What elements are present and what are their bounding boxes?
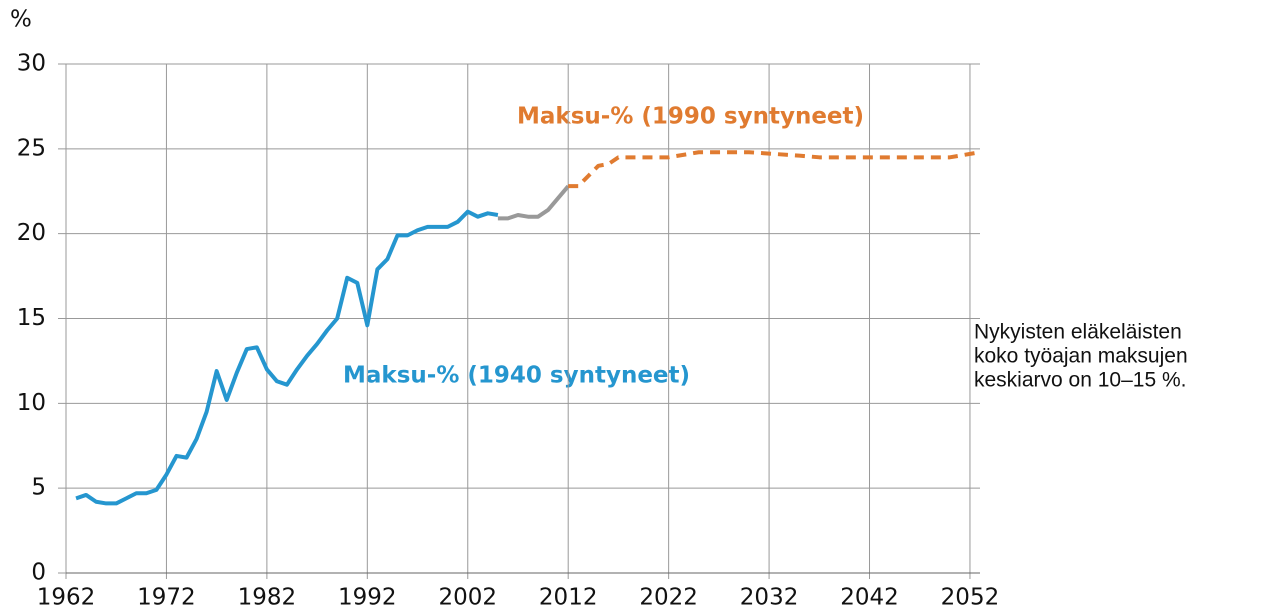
x-tick-label: 1962 bbox=[37, 585, 96, 611]
series-label: Maksu-% (1990 syntyneet) bbox=[517, 104, 864, 130]
x-tick-label: 2022 bbox=[639, 585, 698, 611]
annotation: keskiarvo on 10–15 %. bbox=[974, 369, 1186, 392]
y-tick-label: 0 bbox=[31, 560, 46, 586]
x-tick-label: 2052 bbox=[941, 585, 1000, 611]
y-tick-label: 25 bbox=[17, 135, 46, 161]
series-label: Maksu-% (1940 syntyneet) bbox=[343, 363, 690, 389]
series-line bbox=[75, 209, 499, 506]
x-tick-label: 2032 bbox=[740, 585, 799, 611]
x-tick-label: 1982 bbox=[238, 585, 297, 611]
y-tick-label: 5 bbox=[31, 475, 46, 501]
x-tick-label: 2012 bbox=[539, 585, 598, 611]
y-axis-label: % bbox=[10, 7, 32, 33]
series-line bbox=[497, 184, 570, 221]
x-tick-label: 1992 bbox=[338, 585, 397, 611]
x-tick-label: 2042 bbox=[840, 585, 899, 611]
y-tick-label: 20 bbox=[17, 220, 46, 246]
y-tick-label: 30 bbox=[17, 51, 46, 77]
y-tick-label: 15 bbox=[17, 305, 46, 331]
annotation: koko työajan maksujen bbox=[974, 345, 1188, 368]
y-tick-label: 10 bbox=[17, 390, 46, 416]
annotation: Nykyisten eläkeläisten bbox=[974, 321, 1182, 344]
x-tick-label: 1972 bbox=[137, 585, 196, 611]
series-line bbox=[568, 150, 981, 189]
x-tick-label: 2002 bbox=[438, 585, 497, 611]
